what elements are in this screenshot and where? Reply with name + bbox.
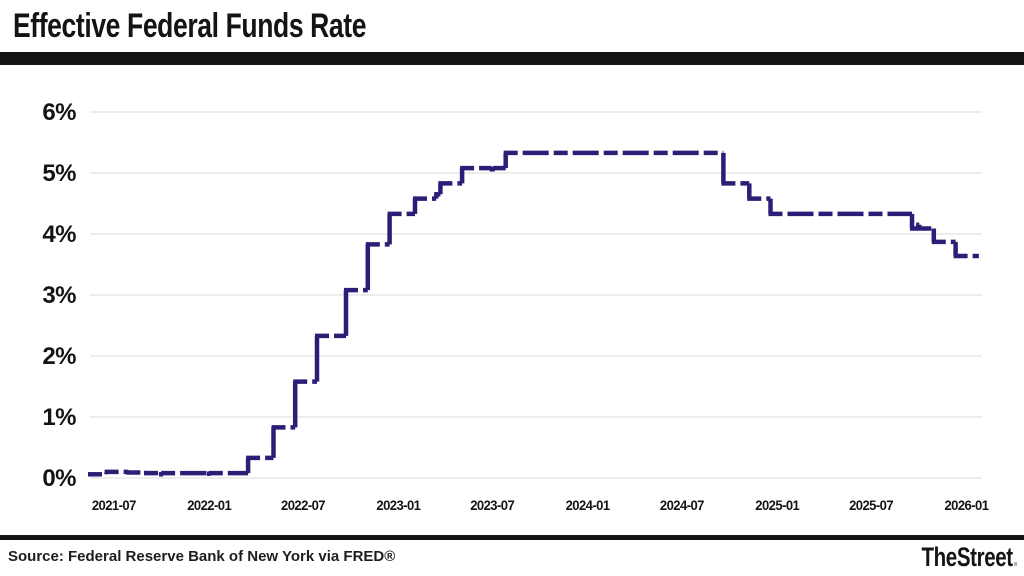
page-title: Effective Federal Funds Rate [13,7,367,45]
x-axis-label-2022-07: 2022-07 [281,497,326,513]
thestreet-logo: TheStreet. [921,542,1018,573]
y-axis-label-5%: 5% [42,160,76,187]
footer-divider-bar [0,535,1024,540]
x-axis-label-2024-07: 2024-07 [660,497,705,513]
x-axis-label-2021-07: 2021-07 [92,497,137,513]
thestreet-logo-text: TheStreet [921,542,1013,572]
x-axis-label-2023-07: 2023-07 [470,497,515,513]
y-axis-label-3%: 3% [42,282,76,309]
header-divider-bar [0,52,1024,65]
x-axis-label-2026-01: 2026-01 [944,497,989,513]
x-axis-label-2022-01: 2022-01 [187,497,232,513]
source-note: Source: Federal Reserve Bank of New York… [8,548,396,565]
y-axis-label-1%: 1% [42,404,76,431]
x-axis-label-2023-01: 2023-01 [376,497,421,513]
x-axis-label-2024-01: 2024-01 [566,497,611,513]
x-axis-label-2025-01: 2025-01 [755,497,800,513]
x-axis-label-2025-07: 2025-07 [849,497,894,513]
y-axis-label-2%: 2% [42,343,76,370]
y-axis-label-0%: 0% [42,465,76,492]
effr-line-steps [104,152,958,475]
y-axis-label-6%: 6% [42,99,76,126]
y-axis-label-4%: 4% [42,221,76,248]
thestreet-logo-period: . [1012,542,1019,572]
